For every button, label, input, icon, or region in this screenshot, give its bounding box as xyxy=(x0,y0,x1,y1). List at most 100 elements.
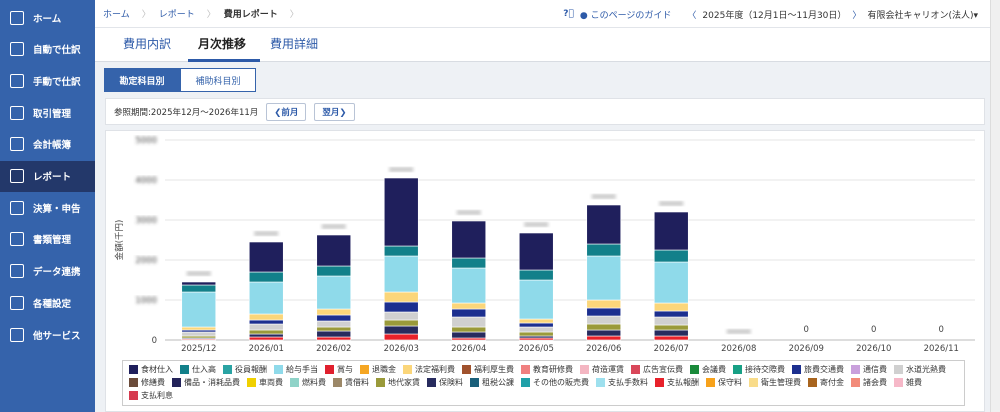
legend-item[interactable]: 賃借料 xyxy=(333,377,369,388)
nav-label[interactable]: 取引管理 xyxy=(33,108,72,120)
company[interactable]: 有限会社キャリオン(法人)▾ xyxy=(867,10,978,21)
nav-label[interactable]: 他サービス xyxy=(33,330,81,342)
legend-swatch xyxy=(706,378,715,387)
legend-item[interactable]: 雑費 xyxy=(894,377,922,388)
legend-item[interactable]: 福利厚生費 xyxy=(462,364,514,375)
legend-item[interactable]: 旅費交通費 xyxy=(792,364,844,375)
nav-item[interactable]: 取引管理 xyxy=(0,97,95,128)
legend-item[interactable]: 法定福利費 xyxy=(403,364,455,375)
tabs: 費用内訳 月次推移 費用詳細 xyxy=(95,28,990,62)
legend-swatch xyxy=(376,378,385,387)
legend-item[interactable]: 広告宣伝費 xyxy=(631,364,683,375)
legend-item[interactable]: 支払手数料 xyxy=(596,377,648,388)
legend-item[interactable]: 地代家賃 xyxy=(376,377,420,388)
nav-label[interactable]: 書類管理 xyxy=(33,235,72,247)
nav-label[interactable]: 自動で仕訳 xyxy=(33,45,81,57)
legend-item[interactable]: 退職金 xyxy=(360,364,396,375)
tab[interactable]: 月次推移 xyxy=(198,37,247,51)
blurred-total xyxy=(591,194,616,199)
nav-label[interactable]: レポート xyxy=(33,172,72,183)
legend-item[interactable]: 役員報酬 xyxy=(223,364,267,375)
bar-segment xyxy=(518,326,554,333)
nav-item[interactable]: データ連携 xyxy=(0,256,95,287)
legend-item[interactable]: 教育研修費 xyxy=(521,364,573,375)
tab[interactable]: 費用詳細 xyxy=(270,37,319,51)
bar-segment xyxy=(518,322,554,328)
legend-item[interactable]: 車両費 xyxy=(247,377,283,388)
legend-label: その他の販売費 xyxy=(533,378,589,387)
nav-item[interactable]: 決算・申告 xyxy=(0,192,95,223)
x-tick-label: 2026/01 xyxy=(249,344,284,354)
legend-label: 退職金 xyxy=(372,365,396,374)
nav-item[interactable]: 自動で仕訳 xyxy=(0,34,95,65)
company-name[interactable]: 有限会社キャリオン(法人) xyxy=(867,10,974,21)
next-button[interactable]: 翌月❯ xyxy=(314,102,355,121)
next-year[interactable]: 〉 xyxy=(852,10,862,21)
nav-item[interactable]: ホーム xyxy=(0,2,95,33)
legend-item[interactable]: 保険料 xyxy=(427,377,463,388)
nav-icon xyxy=(10,105,24,120)
tab[interactable]: 費用内訳 xyxy=(123,37,172,51)
legend-item[interactable]: 会議費 xyxy=(690,364,726,375)
nav-item[interactable]: レポート xyxy=(0,160,95,192)
prev-text[interactable]: 前月 xyxy=(281,107,299,118)
legend-swatch xyxy=(172,378,181,387)
legend-item[interactable]: 衛生管理費 xyxy=(749,377,801,388)
guide-link[interactable]: ● このページのガイド xyxy=(579,10,672,21)
legend-item[interactable]: 仕入高 xyxy=(180,364,216,375)
guide-text[interactable]: このページのガイド xyxy=(590,10,672,21)
nav-label[interactable]: 決算・申告 xyxy=(33,203,81,215)
legend-swatch xyxy=(290,378,299,387)
nav-label[interactable]: 会計帳簿 xyxy=(33,140,72,152)
breadcrumb[interactable]: レポート xyxy=(158,10,195,20)
legend-item[interactable]: 通信費 xyxy=(851,364,887,375)
legend-label: 支払利息 xyxy=(141,391,173,400)
nav-item[interactable]: 各種設定 xyxy=(0,287,95,318)
legend-item[interactable]: 修繕費 xyxy=(129,377,165,388)
nav-item[interactable]: 他サービス xyxy=(0,319,95,350)
bar-segment xyxy=(518,279,554,320)
nav-label[interactable]: データ連携 xyxy=(33,267,81,279)
nav-item[interactable]: 会計帳簿 xyxy=(0,129,95,160)
y-tick-label: 4000 xyxy=(135,176,157,186)
bar-segment xyxy=(248,313,284,321)
prev-button[interactable]: ❮前月 xyxy=(266,102,307,121)
legend-item[interactable]: その他の販売費 xyxy=(521,377,589,388)
next-text[interactable]: 翌月 xyxy=(322,107,340,118)
nav-label[interactable]: 各種設定 xyxy=(33,298,72,310)
legend-swatch xyxy=(521,378,530,387)
subtab[interactable]: 補助科目別 xyxy=(180,68,256,92)
legend-item[interactable]: 接待交際費 xyxy=(733,364,785,375)
nav-label[interactable]: 手動で仕訳 xyxy=(33,76,81,88)
legend-swatch xyxy=(333,378,342,387)
legend-item[interactable]: 水道光熱費 xyxy=(894,364,946,375)
bar-segment xyxy=(518,331,554,337)
legend-item[interactable]: 備品・消耗品費 xyxy=(172,377,240,388)
legend-swatch xyxy=(462,365,471,374)
legend-item[interactable]: 燃料費 xyxy=(290,377,326,388)
legend-item[interactable]: 保守料 xyxy=(706,377,742,388)
legend-item[interactable]: 荷造運賃 xyxy=(580,364,624,375)
legend-item[interactable]: 諸会費 xyxy=(851,377,887,388)
bar-segment xyxy=(451,220,487,259)
breadcrumb[interactable]: ホーム xyxy=(103,10,130,20)
legend-item[interactable]: 支払報酬 xyxy=(655,377,699,388)
legend-swatch xyxy=(247,378,256,387)
bar-segment xyxy=(451,331,487,339)
legend-item[interactable]: 給与手当 xyxy=(274,364,318,375)
subtab[interactable]: 勘定科目別 xyxy=(104,68,180,92)
legend-label: 衛生管理費 xyxy=(761,378,801,387)
prev-year[interactable]: 〈 xyxy=(687,10,697,21)
legend-item[interactable]: 租税公課 xyxy=(470,377,514,388)
nav-icon xyxy=(10,232,24,247)
nav-item[interactable]: 書類管理 xyxy=(0,224,95,255)
legend-item[interactable]: 賞与 xyxy=(325,364,353,375)
x-tick-label: 2026/11 xyxy=(924,344,959,354)
blurred-total xyxy=(524,222,549,227)
nav-label[interactable]: ホーム xyxy=(33,13,62,25)
legend-item[interactable]: 食材仕入 xyxy=(129,364,173,375)
nav-item[interactable]: 手動で仕訳 xyxy=(0,65,95,96)
legend-item[interactable]: 寄付金 xyxy=(808,377,844,388)
legend-item[interactable]: 支払利息 xyxy=(129,390,173,401)
nav-icon xyxy=(10,295,24,310)
